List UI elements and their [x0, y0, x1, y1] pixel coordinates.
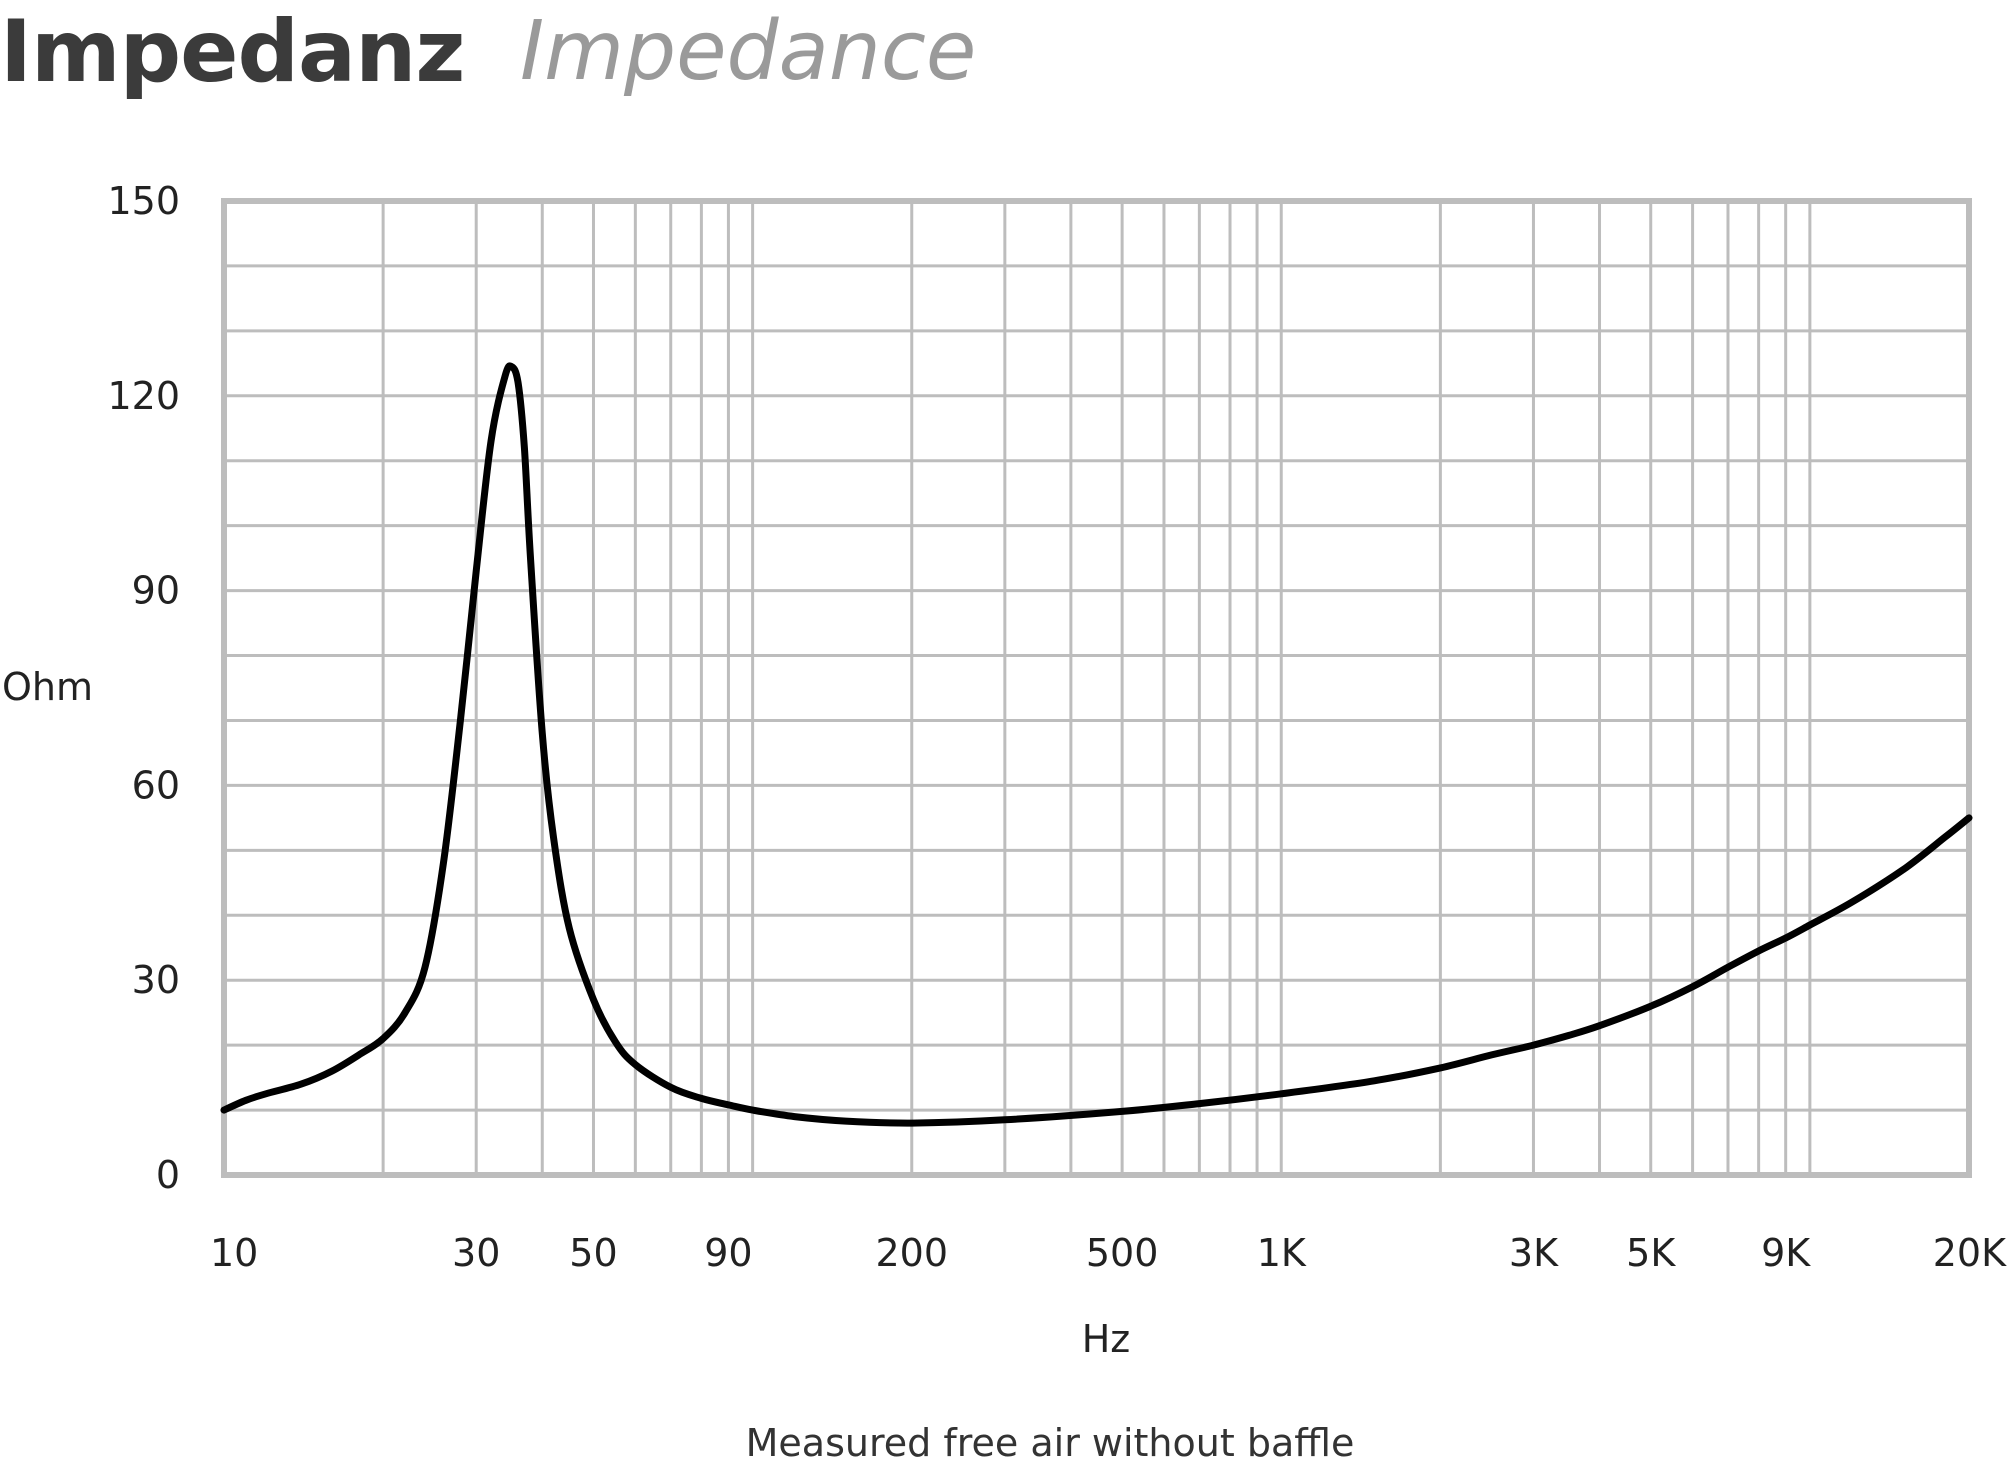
y-tick-labels: 0 30 60 90 120 150 [107, 179, 180, 1197]
y-tick-label: 0 [156, 1153, 180, 1197]
x-tick-label: 10 [210, 1231, 258, 1275]
title-german: Impedanz [0, 2, 465, 102]
x-axis-label: Hz [1082, 1317, 1131, 1361]
measurement-note: Measured free air without baffle [746, 1421, 1355, 1460]
y-tick-label: 90 [132, 569, 180, 613]
x-tick-label: 50 [569, 1231, 617, 1275]
y-tick-label: 120 [107, 374, 180, 418]
x-tick-label: 200 [875, 1231, 948, 1275]
y-tick-label: 30 [132, 958, 180, 1002]
title-english: Impedance [520, 4, 977, 99]
y-tick-label: 60 [132, 763, 180, 807]
x-tick-label: 3K [1509, 1231, 1559, 1275]
x-tick-label: 1K [1257, 1231, 1307, 1275]
y-tick-label: 150 [107, 179, 180, 223]
y-axis-label: Ohm [2, 665, 93, 709]
x-tick-labels: 10 30 50 90 200 500 1K 3K 5K 9K 20K [210, 1231, 2007, 1275]
x-tick-label: 30 [452, 1231, 500, 1275]
impedance-curve [220, 362, 1973, 1127]
x-tick-label: 9K [1761, 1231, 1811, 1275]
x-tick-label: 5K [1626, 1231, 1676, 1275]
x-tick-label: 90 [704, 1231, 752, 1275]
x-tick-label: 20K [1933, 1231, 2007, 1275]
plot-frame [221, 198, 1972, 1178]
x-tick-label: 500 [1086, 1231, 1159, 1275]
grid-lines [222, 199, 1971, 1177]
